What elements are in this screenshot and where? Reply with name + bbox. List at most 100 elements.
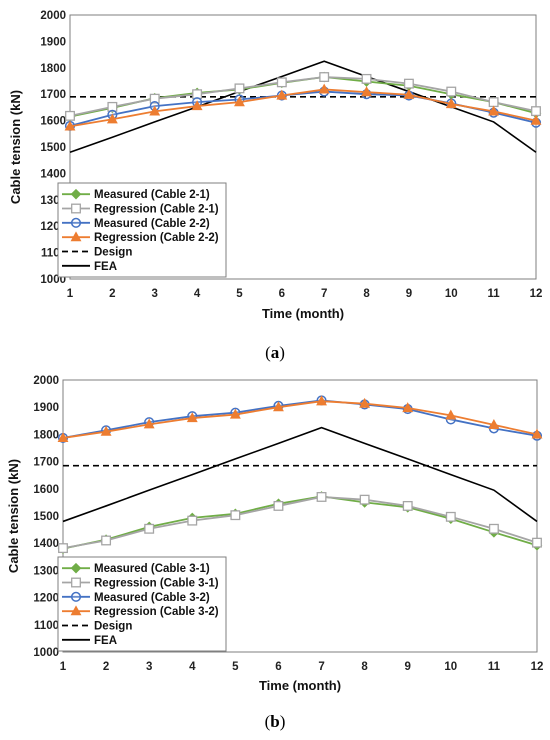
x-tick-label: 8 xyxy=(361,661,368,673)
data-point xyxy=(531,428,543,439)
x-tick-label: 12 xyxy=(531,661,544,673)
legend-entry: Design xyxy=(94,621,132,633)
legend-entry: Regression (Cable 2-1) xyxy=(94,204,219,216)
x-tick-label: 10 xyxy=(445,288,458,300)
series-line xyxy=(69,76,537,117)
legend-swatch-marker xyxy=(71,203,81,214)
x-tick-label: 11 xyxy=(488,661,501,673)
panel-label: (a) xyxy=(265,343,285,362)
data-point xyxy=(273,500,284,511)
series-line xyxy=(62,495,538,550)
data-point xyxy=(276,77,287,88)
data-point xyxy=(316,395,327,406)
legend-swatch-marker xyxy=(70,188,82,200)
data-point xyxy=(143,418,155,429)
x-tick-label: 4 xyxy=(194,288,201,300)
y-axis-label: Cable tension (kN) xyxy=(8,90,23,204)
series-fea xyxy=(69,60,537,154)
data-point xyxy=(186,412,198,423)
legend-swatch-marker xyxy=(70,605,82,616)
x-tick-label: 5 xyxy=(232,661,239,673)
data-point xyxy=(319,72,330,82)
y-tick-label: 1500 xyxy=(40,142,66,154)
data-point xyxy=(488,97,499,108)
data-point xyxy=(446,86,457,97)
chart-a: 1000110012001300140015001600170018001900… xyxy=(8,10,542,362)
chart-b: 1000 1100 1200 1300 1400 1500 1600 1700 1800 1900… xyxy=(6,375,543,731)
data-point xyxy=(531,106,541,117)
data-point xyxy=(276,89,288,100)
data-point xyxy=(359,494,370,505)
data-point xyxy=(488,523,499,534)
data-point xyxy=(234,83,245,94)
data-point xyxy=(149,105,161,116)
legend-swatch-marker xyxy=(70,231,82,242)
data-point xyxy=(403,78,414,89)
x-tick-label: 6 xyxy=(275,661,281,673)
data-point xyxy=(361,73,372,84)
x-tick-label: 2 xyxy=(109,288,115,300)
y-tick-label: 2000 xyxy=(33,375,59,387)
legend: Measured (Cable 3-1) Regression (Cable 3-… xyxy=(57,556,227,652)
series-line xyxy=(62,496,538,549)
legend-swatch-marker xyxy=(70,217,82,228)
legend-entry: Measured (Cable 2-2) xyxy=(94,218,210,230)
x-tick-label: 4 xyxy=(189,661,196,673)
legend-swatch-marker xyxy=(70,562,82,574)
data-point xyxy=(230,510,241,521)
series-line xyxy=(62,400,538,439)
y-tick-label: 1900 xyxy=(33,402,59,414)
data-point xyxy=(273,401,284,412)
data-point xyxy=(318,83,330,94)
data-point xyxy=(64,120,76,131)
y-tick-label: 1400 xyxy=(33,538,59,550)
y-tick-label: 1200 xyxy=(33,593,59,605)
data-point xyxy=(101,535,112,546)
x-tick-label: 12 xyxy=(530,288,543,300)
legend: Measured (Cable 2-1) Regression (Cable 2-… xyxy=(57,182,227,278)
y-tick-label: 1100 xyxy=(34,620,59,632)
data-point xyxy=(359,397,371,408)
series-line xyxy=(69,60,537,154)
x-tick-label: 7 xyxy=(321,288,327,300)
legend-entry: FEA xyxy=(94,635,117,647)
data-point xyxy=(403,88,415,99)
x-tick-label: 1 xyxy=(67,288,74,300)
legend-swatch-marker xyxy=(70,591,82,602)
series-regression-cable-3-2 xyxy=(57,395,543,443)
y-tick-label: 1700 xyxy=(40,89,66,101)
data-point xyxy=(402,500,413,511)
y-tick-label: 1600 xyxy=(40,116,66,128)
panel-label: (b) xyxy=(265,712,286,731)
data-point xyxy=(234,96,245,107)
data-point xyxy=(445,511,456,522)
y-tick-label: 2000 xyxy=(40,10,66,22)
data-point xyxy=(58,543,68,554)
x-tick-label: 9 xyxy=(405,661,411,673)
data-point xyxy=(530,114,542,125)
x-tick-label: 9 xyxy=(406,288,412,300)
x-tick-label: 5 xyxy=(236,288,243,300)
series-line xyxy=(69,88,537,128)
data-point xyxy=(532,537,542,548)
x-tick-label: 3 xyxy=(146,661,152,673)
x-tick-label: 1 xyxy=(60,661,67,673)
legend-entry: FEA xyxy=(94,261,117,273)
data-point xyxy=(402,402,414,413)
x-tick-label: 8 xyxy=(363,288,370,300)
y-tick-label: 1700 xyxy=(33,457,59,469)
data-point xyxy=(65,110,75,121)
x-tick-label: 11 xyxy=(488,288,501,300)
data-point xyxy=(445,409,457,420)
data-point xyxy=(488,419,500,429)
data-point xyxy=(488,105,500,116)
legend-swatch-marker xyxy=(71,577,81,588)
y-tick-label: 1300 xyxy=(33,565,59,577)
data-point xyxy=(144,523,155,534)
data-point xyxy=(316,492,327,502)
legend-box xyxy=(57,556,227,652)
legend-entry: Regression (Cable 3-2) xyxy=(94,606,219,618)
y-tick-label: 1800 xyxy=(33,429,59,441)
plot-area-frame xyxy=(62,379,538,653)
